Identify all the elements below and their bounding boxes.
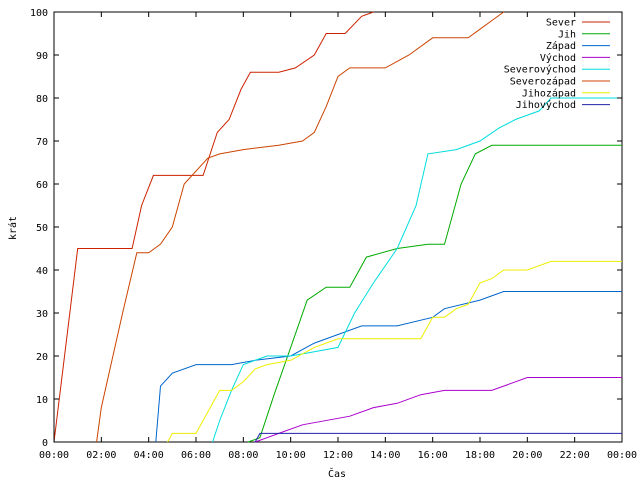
x-tick-label: 10:00: [276, 450, 306, 461]
legend-label: Sever: [546, 18, 576, 29]
legend-label: Jihovýchod: [516, 99, 576, 111]
y-tick-label: 50: [36, 223, 48, 234]
x-tick-label: 04:00: [134, 450, 164, 461]
series-line-Jih: [247, 144, 622, 443]
x-axis-label: Čas: [328, 467, 346, 480]
x-tick-label: 08:00: [228, 450, 258, 461]
x-tick-label: 22:00: [560, 450, 590, 461]
axes-group: 0 10 20 30 40 50 60 70 80 90 100 00:00 02:00 04:00 06:…: [30, 8, 637, 461]
series-line-Západ: [155, 291, 622, 443]
y-tick-label: 90: [36, 51, 48, 62]
x-tick-label: 14:00: [370, 450, 400, 461]
legend-label: Západ: [546, 40, 576, 52]
legend-label: Severozápad: [510, 76, 576, 88]
x-tick-label: 20:00: [512, 450, 542, 461]
x-tick-label: 16:00: [418, 450, 448, 461]
y-tick-label: 30: [36, 309, 48, 320]
x-tick-label: 00:00: [39, 450, 69, 461]
legend-label: Jihozápad: [522, 87, 576, 99]
legend-label: Severovýchod: [504, 64, 576, 76]
legend-label: Jih: [558, 29, 576, 40]
y-tick-label: 40: [36, 266, 48, 277]
series-line-Sever: [53, 11, 374, 443]
y-tick-label: 10: [36, 395, 48, 406]
x-tick-label: 02:00: [86, 450, 116, 461]
series-line-Severozápad: [96, 11, 504, 443]
legend: SeverJihZápadVýchodSeverovýchodSeverozáp…: [504, 18, 610, 111]
x-tick-label: 00:00: [607, 450, 637, 461]
y-axis-label: krát: [7, 216, 19, 240]
series-line-Severovýchod: [212, 97, 622, 443]
y-tick-label: 100: [30, 8, 48, 19]
series-line-Jihozápad: [167, 260, 622, 443]
y-tick-label: 80: [36, 94, 48, 105]
series-group: [53, 11, 622, 443]
series-line-Východ: [255, 377, 622, 443]
y-tick-label: 60: [36, 180, 48, 191]
y-tick-label: 20: [36, 352, 48, 363]
x-tick-label: 06:00: [181, 450, 211, 461]
legend-label: Východ: [540, 52, 576, 64]
y-tick-label: 0: [42, 438, 48, 449]
x-tick-label: 12:00: [323, 450, 353, 461]
x-tick-label: 18:00: [465, 450, 495, 461]
y-tick-label: 70: [36, 137, 48, 148]
series-line-Jihovýchod: [254, 432, 622, 443]
